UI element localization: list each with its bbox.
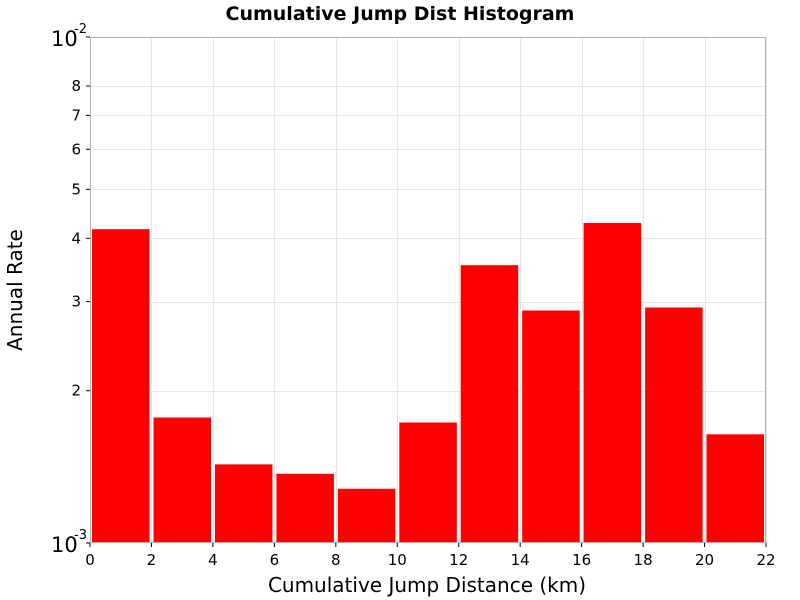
y-decade-tick-label: 10 xyxy=(51,533,78,557)
y-axis-label: Annual Rate xyxy=(3,229,27,351)
chart-title: Cumulative Jump Dist Histogram xyxy=(226,3,575,25)
x-tick-label: 20 xyxy=(695,551,714,569)
histogram-bar xyxy=(522,310,580,543)
x-tick-label: 6 xyxy=(270,551,280,569)
histogram-bar xyxy=(214,464,273,543)
histogram-bar xyxy=(92,229,150,543)
grid-lines xyxy=(90,37,767,543)
y-tick-label: 4 xyxy=(71,229,81,247)
plot-frame xyxy=(90,37,766,543)
histogram-bar xyxy=(583,223,642,543)
x-tick-label: 22 xyxy=(756,551,775,569)
x-tick-label: 2 xyxy=(147,551,157,569)
histogram-bar xyxy=(460,265,519,543)
histogram-bar xyxy=(276,473,334,543)
y-tick-label: 7 xyxy=(71,106,81,124)
x-tick-label: 16 xyxy=(572,551,591,569)
y-tick-label: 2 xyxy=(71,382,81,400)
x-tick-label: 0 xyxy=(85,551,95,569)
histogram-bar xyxy=(153,417,211,543)
x-tick-label: 12 xyxy=(449,551,468,569)
y-tick-label: 5 xyxy=(71,180,81,198)
y-tick-label: 3 xyxy=(71,293,81,311)
histogram-bar xyxy=(645,307,703,543)
y-decade-tick-label: 10 xyxy=(51,27,78,51)
y-tick-label: 6 xyxy=(71,140,81,158)
x-tick-label: 10 xyxy=(388,551,407,569)
x-tick-label: 14 xyxy=(511,551,530,569)
histogram-bar xyxy=(399,422,457,543)
x-tick-label: 18 xyxy=(634,551,653,569)
x-tick-label: 8 xyxy=(331,551,341,569)
x-tick-label: 4 xyxy=(208,551,218,569)
bars xyxy=(92,223,764,543)
y-tick-label: 8 xyxy=(71,77,81,95)
y-decade-tick-exponent: -2 xyxy=(74,22,87,37)
x-axis-ticks: 0 2 4 6 8 10 12 14 16 18 20 22 xyxy=(85,543,776,569)
histogram-bar xyxy=(706,434,764,543)
x-axis-label: Cumulative Jump Distance (km) xyxy=(268,573,586,597)
histogram-bar xyxy=(337,488,396,543)
y-decade-tick-exponent: -3 xyxy=(74,528,87,543)
